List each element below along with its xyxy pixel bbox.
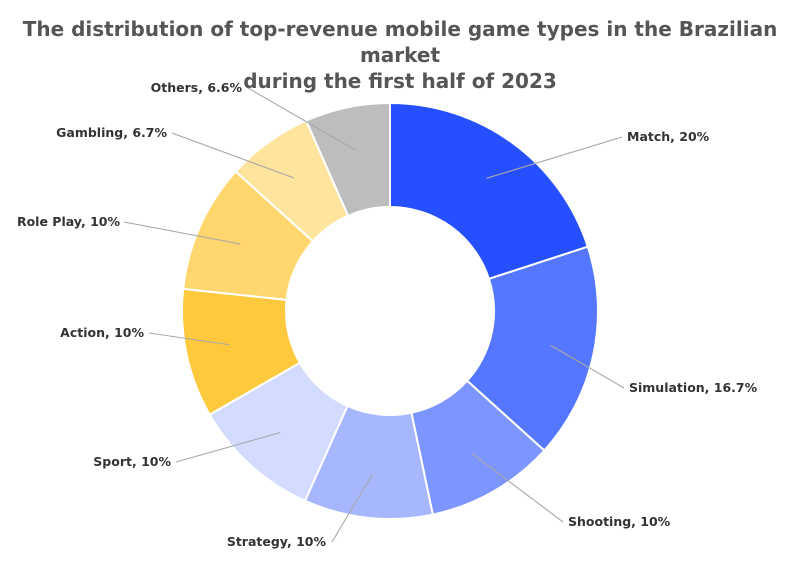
donut-slices: [181, 101, 599, 520]
chart-title-line-1: The distribution of top-revenue mobile g…: [22, 17, 778, 67]
leader-strategy: [331, 473, 373, 543]
leader-match: [486, 136, 623, 179]
leader-role-play: [123, 221, 241, 245]
slice-labels: Match, 20% Simulation, 16.7% Shooting, 10%…: [17, 80, 758, 549]
slice-simulation: [465, 245, 599, 452]
leader-sport: [175, 432, 281, 463]
label-leader-lines: [123, 87, 625, 543]
leader-simulation: [550, 344, 625, 389]
chart-title-line-2: during the first half of 2023: [243, 69, 557, 93]
label-shooting: Shooting, 10%: [568, 514, 671, 529]
slice-others: [304, 101, 391, 218]
label-sport: Sport, 10%: [93, 454, 171, 469]
label-action: Action, 10%: [60, 325, 144, 340]
chart-title: The distribution of top-revenue mobile g…: [0, 16, 800, 94]
label-simulation: Simulation, 16.7%: [629, 380, 758, 395]
label-others: Others, 6.6%: [151, 80, 243, 95]
label-role-play: Role Play, 10%: [17, 214, 120, 229]
label-match: Match, 20%: [627, 129, 710, 144]
leader-gambling: [171, 132, 295, 179]
label-gambling: Gambling, 6.7%: [56, 125, 167, 140]
leader-shooting: [471, 452, 564, 523]
leader-others: [247, 87, 357, 151]
slice-match: [389, 101, 590, 281]
leader-action: [148, 332, 230, 346]
label-strategy: Strategy, 10%: [227, 534, 327, 549]
